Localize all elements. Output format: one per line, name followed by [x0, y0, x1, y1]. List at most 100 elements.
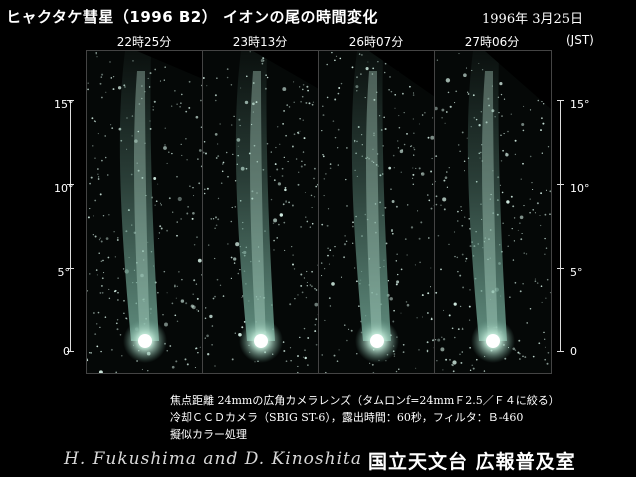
- star: [520, 178, 522, 180]
- star: [87, 88, 89, 91]
- star: [234, 332, 236, 334]
- star: [94, 157, 96, 159]
- star: [100, 76, 103, 78]
- star: [446, 186, 449, 188]
- star: [385, 242, 388, 245]
- star: [435, 203, 438, 206]
- star: [344, 324, 346, 326]
- star: [547, 146, 550, 148]
- star: [456, 256, 459, 259]
- star: [498, 112, 500, 114]
- star: [410, 226, 414, 229]
- star: [334, 245, 336, 248]
- star: [400, 312, 402, 314]
- star: [108, 214, 110, 216]
- star: [411, 177, 414, 180]
- star: [216, 143, 219, 145]
- star: [505, 153, 509, 157]
- star: [356, 353, 358, 355]
- panel-time-label: 23時13分: [232, 35, 288, 49]
- star: [510, 195, 513, 198]
- star: [443, 309, 445, 311]
- star: [94, 199, 97, 202]
- star: [437, 338, 441, 342]
- star: [97, 168, 99, 170]
- star: [441, 116, 443, 119]
- star: [396, 280, 400, 284]
- star: [331, 282, 335, 286]
- star: [465, 260, 467, 262]
- star: [155, 200, 158, 203]
- star: [174, 314, 177, 317]
- star: [112, 75, 115, 78]
- star: [449, 105, 452, 108]
- star: [322, 114, 325, 117]
- star: [180, 102, 182, 104]
- star: [230, 84, 233, 86]
- star: [457, 220, 459, 222]
- star: [529, 211, 531, 214]
- star: [396, 253, 398, 255]
- star: [283, 221, 286, 224]
- star: [517, 351, 520, 354]
- star: [324, 268, 326, 270]
- comet-photo: [203, 51, 319, 373]
- star: [217, 155, 220, 158]
- star: [275, 146, 277, 149]
- star: [96, 345, 99, 348]
- star: [309, 226, 311, 228]
- star: [214, 94, 217, 97]
- star: [278, 223, 280, 226]
- star: [95, 52, 97, 54]
- star: [159, 225, 162, 228]
- star: [338, 349, 340, 351]
- star: [547, 351, 550, 354]
- star: [297, 355, 299, 357]
- star: [538, 342, 541, 345]
- star: [430, 170, 433, 173]
- star: [299, 86, 301, 88]
- star: [87, 289, 89, 292]
- scale-axis: [560, 100, 561, 352]
- star: [543, 331, 545, 334]
- star: [412, 183, 415, 186]
- star: [97, 176, 100, 178]
- star: [287, 161, 289, 163]
- star: [233, 262, 236, 264]
- star: [345, 178, 347, 181]
- star: [180, 143, 182, 146]
- star: [544, 346, 546, 348]
- star: [242, 295, 244, 297]
- star: [500, 93, 503, 96]
- star: [227, 175, 229, 178]
- star: [311, 103, 314, 106]
- star: [400, 268, 403, 271]
- star: [195, 115, 199, 119]
- star: [266, 142, 269, 145]
- star: [440, 204, 442, 206]
- star: [395, 205, 398, 208]
- star: [102, 259, 104, 262]
- star: [184, 358, 187, 361]
- star: [389, 75, 391, 78]
- star: [454, 336, 456, 339]
- panel-time-label: 27時06分: [464, 35, 520, 49]
- star: [413, 148, 416, 151]
- star: [219, 284, 222, 286]
- star: [211, 344, 213, 346]
- star: [306, 270, 308, 273]
- star: [332, 120, 335, 122]
- star: [540, 129, 542, 132]
- star: [98, 252, 100, 254]
- star: [154, 204, 156, 206]
- star: [174, 285, 176, 288]
- star: [297, 365, 299, 367]
- star: [197, 158, 199, 160]
- star: [314, 330, 317, 333]
- star: [350, 329, 353, 332]
- star: [338, 87, 341, 89]
- star: [412, 173, 415, 176]
- star: [457, 210, 459, 213]
- star: [241, 296, 243, 299]
- star: [226, 68, 229, 70]
